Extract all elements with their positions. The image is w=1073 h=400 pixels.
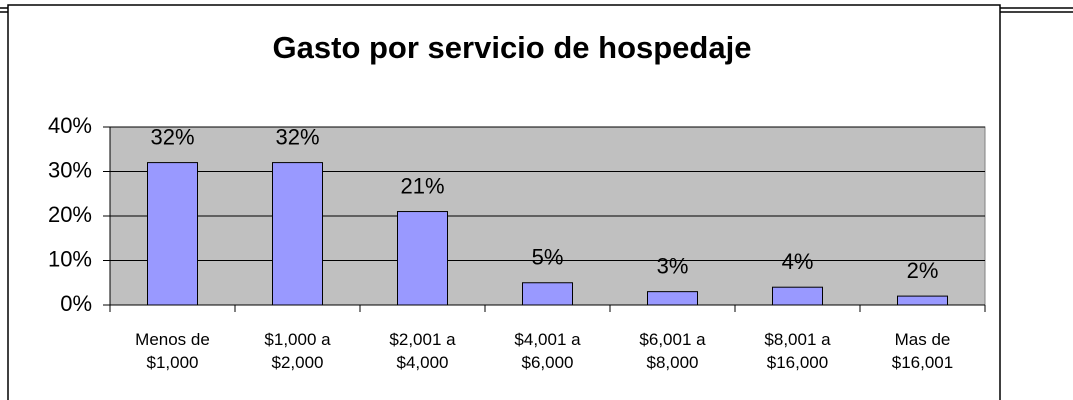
- x-tick-label: $6,001 a $8,000: [639, 330, 706, 372]
- bar: [897, 295, 948, 306]
- y-tick-label: 0%: [60, 291, 92, 316]
- bar: [647, 291, 698, 306]
- y-tick-label: 30%: [48, 157, 92, 182]
- x-tick-label: $4,001 a $6,000: [514, 330, 581, 372]
- y-tick-label: 10%: [48, 246, 92, 271]
- bar: [772, 286, 823, 306]
- chart-title: Gasto por servicio de hospedaje: [273, 30, 752, 65]
- bar: [147, 162, 198, 306]
- data-label: 32%: [275, 124, 319, 149]
- x-tick-label: $1,000 a $2,000: [264, 330, 331, 372]
- y-tick-label: 40%: [48, 113, 92, 138]
- data-label: 3%: [657, 253, 689, 278]
- bar: [522, 282, 573, 306]
- bar: [397, 211, 448, 306]
- data-label: 5%: [532, 245, 564, 270]
- bar: [272, 162, 323, 306]
- data-label: 2%: [907, 258, 939, 283]
- x-tick-label: $2,001 a $4,000: [389, 330, 456, 372]
- data-label: 32%: [150, 124, 194, 149]
- x-tick-label: Menos de $1,000: [135, 330, 210, 372]
- chart-frame: [7, 4, 1001, 400]
- data-label: 21%: [400, 173, 444, 198]
- x-tick-label: Mas de $16,001: [891, 330, 954, 372]
- x-tick-label: $8,001 a $16,000: [764, 330, 831, 372]
- y-tick-label: 20%: [48, 202, 92, 227]
- data-label: 4%: [782, 249, 814, 274]
